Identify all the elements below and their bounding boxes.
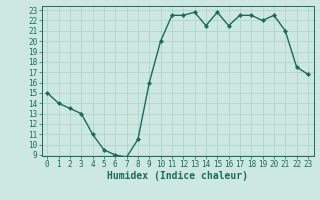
X-axis label: Humidex (Indice chaleur): Humidex (Indice chaleur) [107, 171, 248, 181]
